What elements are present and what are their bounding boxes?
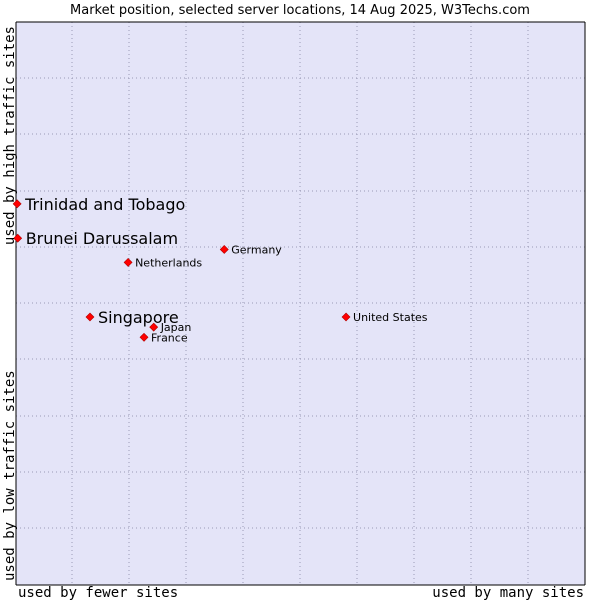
data-point: Netherlands [123,256,202,269]
point-label: Brunei Darussalam [26,229,178,248]
x-axis-low-label: used by fewer sites [18,585,178,600]
point-label: Singapore [98,308,179,327]
data-point: Brunei Darussalam [13,229,178,248]
point-label: Netherlands [135,256,202,269]
point-marker [341,312,351,322]
point-marker [123,257,133,267]
point-marker [149,322,159,332]
point-label: Trinidad and Tobago [24,195,185,214]
point-marker [219,245,229,254]
data-point: France [139,331,188,344]
data-point: Germany [219,243,282,256]
data-point: Singapore [85,308,179,327]
point-marker [85,312,95,322]
data-point: Trinidad and Tobago [12,195,185,214]
point-marker [13,233,23,243]
point-label: United States [353,311,428,324]
grid [16,22,585,585]
point-label: France [151,331,188,344]
y-axis-high-label: used by high traffic sites [2,26,18,245]
data-points: Trinidad and Tobago Brunei Darussalam Germ… [12,195,428,344]
chart-title: Market position, selected server locatio… [70,3,530,18]
data-point: United States [341,311,428,324]
point-marker [12,199,22,209]
point-label: Japan [160,321,192,334]
data-point: Japan [149,321,192,334]
x-axis-high-label: used by many sites [432,585,584,600]
y-axis-low-label: used by low traffic sites [2,370,18,581]
point-marker [139,332,149,342]
point-label: Germany [231,243,282,256]
